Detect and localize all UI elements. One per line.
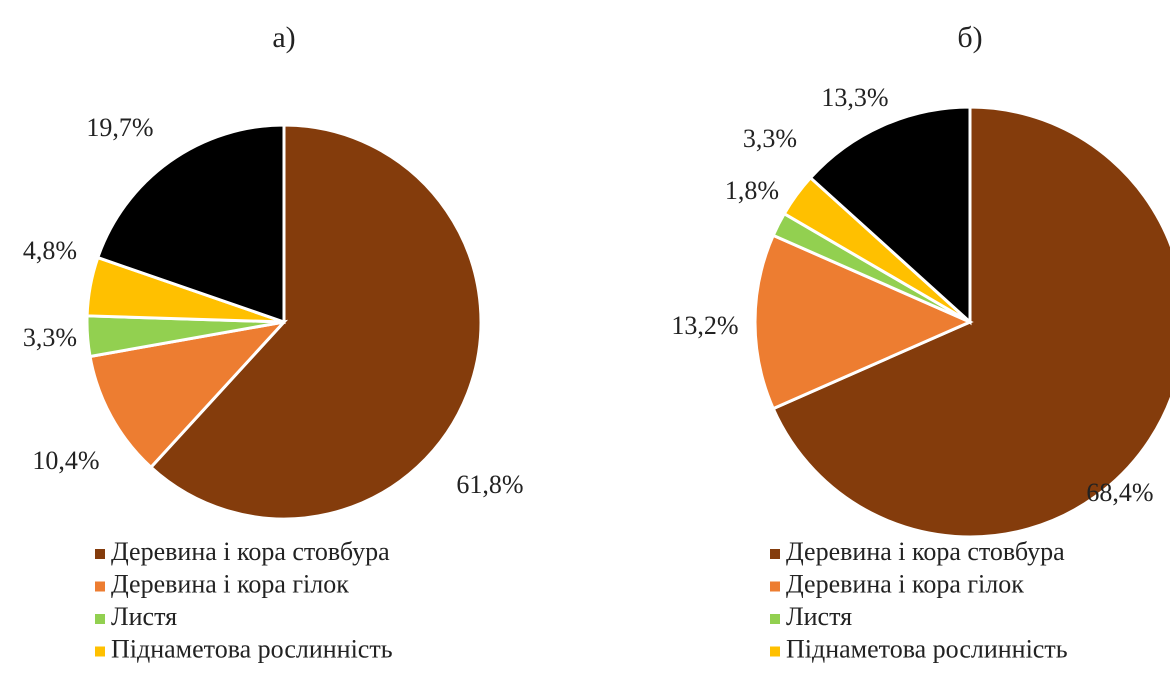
legend-swatch (95, 581, 105, 592)
data-label: 19,7% (86, 113, 153, 142)
legend-swatch (770, 646, 780, 657)
chart-title: б) (957, 21, 982, 54)
pie-slice (148, 123, 483, 521)
data-label: 3,3% (743, 124, 797, 153)
legend-label: Піднаметова рослинність (786, 634, 1068, 663)
data-label: 13,2% (671, 311, 738, 340)
pie-slice (88, 319, 289, 470)
data-label: 1,8% (725, 176, 779, 205)
pie-slice (808, 105, 972, 326)
legend-label: Піднаметова рослинність (111, 634, 393, 663)
legend-label: Листя (786, 602, 852, 631)
data-label: 68,4% (1086, 478, 1153, 507)
legend-label: Деревина і кора стовбура (111, 537, 390, 566)
data-label: 13,3% (821, 83, 888, 112)
pie-slice (95, 123, 286, 325)
legend-swatch (770, 549, 780, 559)
legend-label: Деревина і кора гілок (111, 569, 349, 598)
pie-slice (753, 233, 974, 411)
data-label: 10,4% (32, 446, 99, 475)
legend-swatch (95, 549, 105, 559)
legend-label: Листя (111, 602, 177, 631)
legend-swatch (95, 614, 105, 624)
legend-label: Деревина і кора стовбура (786, 537, 1065, 566)
legend-swatch (770, 614, 780, 624)
legend-swatch (95, 646, 105, 657)
chart-title: а) (272, 21, 295, 54)
data-label: 61,8% (456, 470, 523, 499)
data-label: 3,3% (23, 323, 77, 352)
data-label: 4,8% (23, 236, 77, 265)
legend-swatch (770, 581, 780, 592)
legend-label: Деревина і кора гілок (786, 569, 1024, 598)
